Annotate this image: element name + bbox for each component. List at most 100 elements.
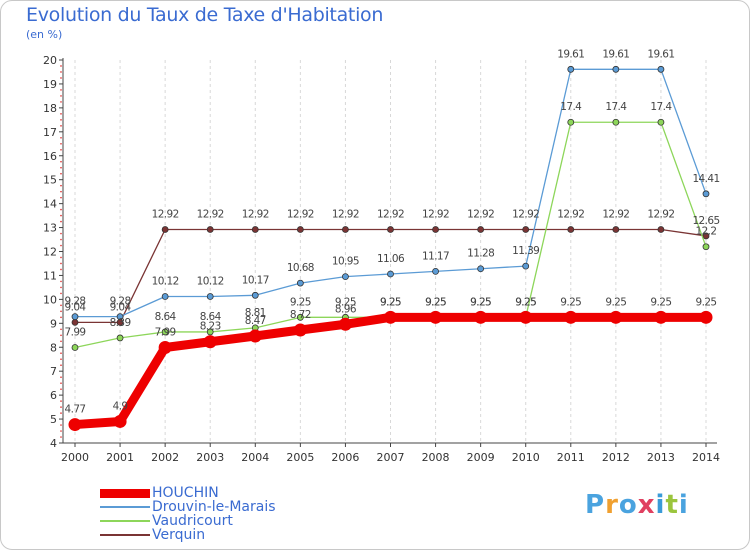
data-point — [68, 418, 82, 432]
legend-label: Verquin — [152, 527, 206, 543]
data-label: 14.41 — [692, 173, 719, 185]
legend-item: Vaudricourt — [100, 514, 233, 528]
y-minor-dot — [60, 430, 62, 432]
data-label: 12.65 — [692, 215, 719, 227]
data-label: 10.17 — [242, 274, 269, 286]
data-point — [522, 262, 530, 270]
y-tick-label: 11 — [43, 269, 57, 282]
data-point — [206, 226, 214, 233]
data-point — [474, 310, 488, 324]
data-point — [657, 226, 665, 233]
data-label: 9.25 — [290, 296, 311, 308]
x-tick-label: 2007 — [377, 451, 405, 464]
data-point — [612, 226, 620, 233]
data-label: 9.25 — [425, 296, 446, 308]
data-label: 9.25 — [515, 296, 536, 308]
data-point — [432, 267, 439, 275]
data-label: 9.25 — [696, 296, 717, 308]
y-minor-dot — [60, 148, 62, 151]
y-minor-dot — [60, 328, 62, 331]
y-minor-dot — [60, 292, 62, 295]
data-point — [161, 328, 169, 336]
data-point — [432, 226, 439, 233]
y-minor-dot — [60, 388, 62, 390]
data-point — [567, 226, 575, 233]
y-minor-dot — [60, 382, 62, 384]
y-minor-dot — [60, 196, 62, 199]
data-label: 12.92 — [287, 208, 314, 220]
x-tick-label: 2000 — [61, 451, 89, 464]
chart-title: Evolution du Taux de Taxe d'Habitation — [26, 4, 384, 26]
data-point — [702, 190, 710, 198]
data-label: 9.25 — [335, 296, 356, 308]
data-point — [116, 334, 124, 342]
y-minor-dot — [60, 71, 62, 73]
y-tick-label: 16 — [43, 150, 57, 163]
data-point — [161, 226, 169, 233]
data-point — [657, 65, 665, 73]
legend-label: HOUCHIN — [152, 485, 219, 501]
data-point — [699, 310, 713, 324]
data-point — [477, 265, 485, 273]
y-minor-dot — [60, 310, 62, 313]
y-minor-dot — [60, 214, 62, 217]
y-minor-dot — [60, 244, 62, 247]
y-tick-label: 14 — [43, 198, 57, 211]
y-tick-label: 6 — [50, 389, 57, 402]
y-tick-label: 12 — [43, 246, 57, 259]
data-point — [567, 118, 575, 126]
legend-label: Vaudricourt — [152, 513, 233, 529]
y-minor-dot — [60, 280, 62, 283]
data-label: 19.61 — [557, 48, 584, 60]
y-minor-dot — [60, 77, 62, 79]
y-tick-label: 7 — [50, 365, 57, 378]
data-point — [612, 118, 620, 126]
x-tick-label: 2001 — [106, 451, 134, 464]
data-point — [203, 335, 217, 349]
data-point — [158, 340, 172, 354]
data-label: 19.61 — [647, 48, 674, 60]
data-label: 19.61 — [602, 48, 629, 60]
data-point — [609, 310, 623, 324]
y-minor-dot — [60, 352, 62, 355]
y-minor-dot — [60, 358, 62, 361]
data-label: 12.92 — [467, 208, 494, 220]
x-tick-label: 2006 — [331, 451, 359, 464]
data-point — [206, 293, 214, 300]
y-minor-dot — [60, 101, 62, 103]
x-tick-label: 2008 — [422, 451, 450, 464]
x-tick-label: 2011 — [557, 451, 585, 464]
y-minor-dot — [60, 208, 62, 211]
data-label: 11.17 — [422, 250, 449, 262]
data-point — [251, 291, 259, 299]
y-minor-dot — [60, 364, 62, 367]
y-tick-label: 15 — [43, 174, 57, 187]
y-minor-dot — [60, 334, 62, 337]
y-minor-dot — [60, 286, 62, 289]
data-label: 12.2 — [696, 226, 717, 238]
y-minor-dot — [60, 65, 62, 67]
y-tick-label: 5 — [50, 413, 57, 426]
data-label: 17.4 — [650, 101, 672, 113]
x-tick-label: 2012 — [602, 451, 630, 464]
data-point — [522, 226, 530, 233]
y-minor-dot — [60, 113, 62, 115]
y-minor-dot — [60, 136, 62, 139]
data-label: 11.39 — [512, 245, 539, 257]
y-minor-dot — [60, 166, 62, 169]
y-minor-dot — [60, 172, 62, 175]
data-point — [248, 329, 262, 343]
legend-item: Drouvin-le-Marais — [100, 500, 276, 514]
data-label: 10.95 — [332, 256, 359, 268]
legend-swatch — [100, 520, 150, 522]
y-tick-label: 8 — [50, 341, 57, 354]
data-label: 12.92 — [377, 208, 404, 220]
data-label: 9.25 — [470, 296, 491, 308]
data-label: 8.23 — [200, 321, 221, 333]
data-label: 12.92 — [422, 208, 449, 220]
y-minor-dot — [60, 238, 62, 241]
data-label: 9.28 — [110, 296, 131, 308]
legend-item: Verquin — [100, 528, 205, 542]
data-label: 9.04 — [110, 301, 132, 313]
y-tick-label: 20 — [43, 54, 57, 67]
